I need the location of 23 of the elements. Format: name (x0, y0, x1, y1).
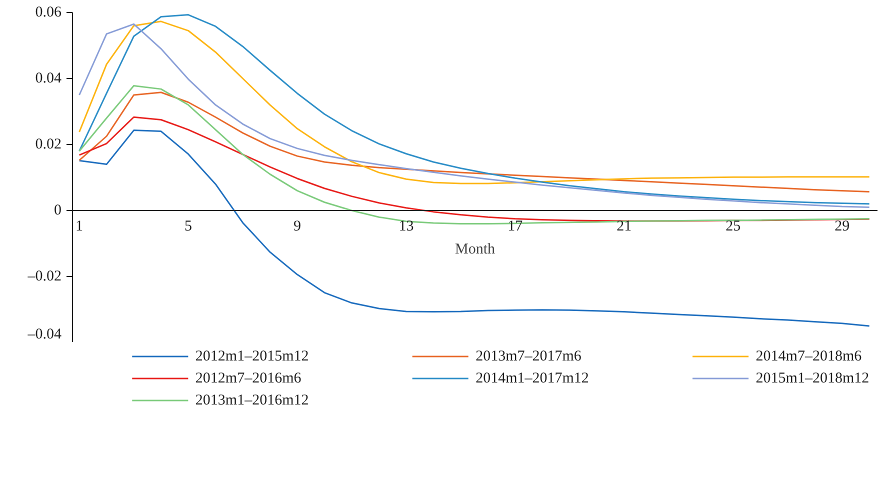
line-series (78, 92, 870, 192)
legend-label: 2015m1–2018m12 (756, 370, 870, 386)
y-tick-label: –0.04 (26, 326, 62, 342)
x-tick-label: 1 (76, 218, 84, 234)
y-tick-label: 0.06 (35, 4, 62, 20)
line-series (78, 130, 870, 327)
x-axis-title: Month (455, 242, 496, 258)
legend-label: 2013m7–2017m6 (476, 348, 582, 364)
x-tick-label: 21 (616, 218, 632, 234)
y-tick-label: –0.02 (26, 268, 62, 284)
legend-label: 2013m1–2016m12 (195, 392, 309, 408)
x-tick-label: 5 (184, 218, 192, 234)
x-tick-label: 13 (398, 218, 414, 234)
legend-label: 2012m1–2015m12 (195, 348, 309, 364)
y-tick-label: 0 (54, 202, 62, 218)
x-tick-label: 25 (726, 218, 741, 234)
legend-label: 2012m7–2016m6 (195, 370, 302, 386)
x-tick-label: 29 (834, 218, 850, 234)
legend-label: 2014m7–2018m6 (756, 348, 862, 364)
y-tick-label: 0.04 (35, 70, 62, 86)
x-tick-label: 9 (293, 218, 301, 234)
legend-label: 2014m1–2017m12 (476, 370, 589, 386)
y-tick-label: 0.02 (35, 136, 62, 152)
